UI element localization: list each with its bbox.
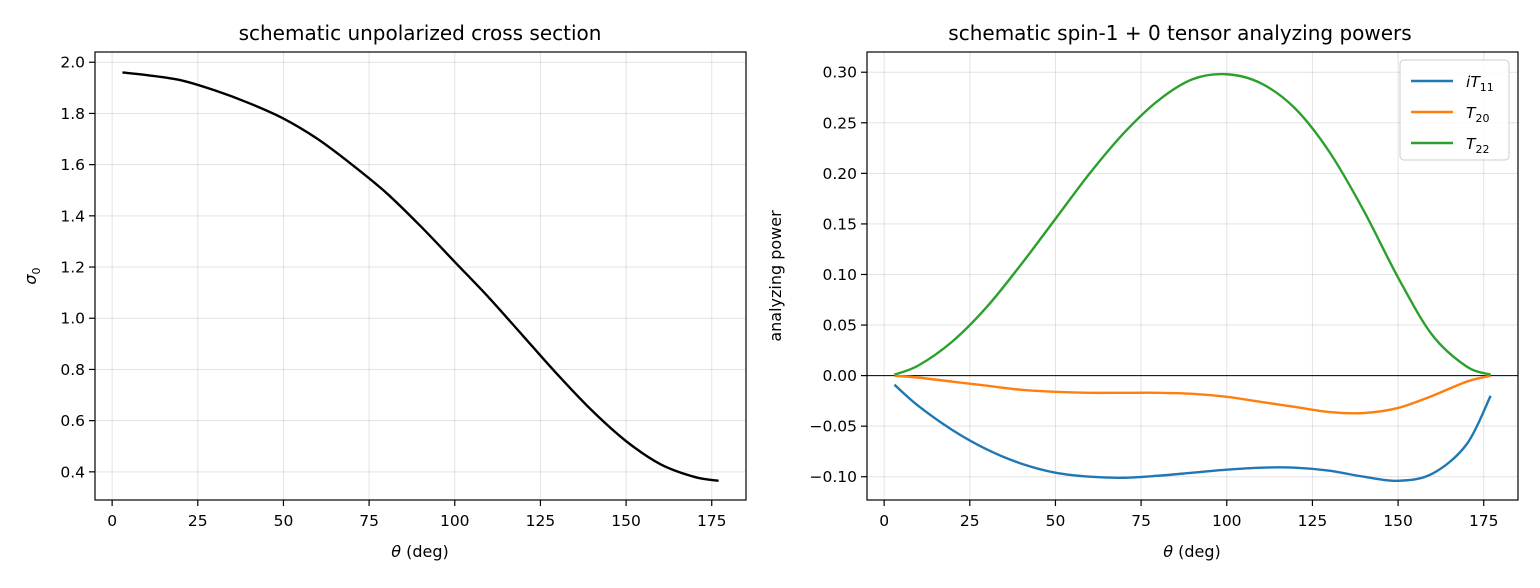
x-tick-label: 25 xyxy=(960,512,980,530)
x-axis-unit: (deg) xyxy=(1173,542,1221,561)
x-tick-label: 150 xyxy=(1383,512,1413,530)
x-tick-label: 0 xyxy=(879,512,889,530)
x-tick-label: 50 xyxy=(274,512,294,530)
series-line-t22 xyxy=(893,72,1491,376)
cross-section-x-axis-label: θ (deg) xyxy=(391,542,449,561)
cross-section-plot-frame xyxy=(94,51,747,501)
y-tick-label: −0.05 xyxy=(810,418,858,436)
y-tick-label: 0.00 xyxy=(822,367,857,385)
cross-section-panel: schematic unpolarized cross section 0 25 5… xyxy=(21,21,747,561)
x-tick-label: 100 xyxy=(440,512,470,530)
legend-label-it11: iT11 xyxy=(1466,73,1494,94)
analyzing-power-plot-frame xyxy=(866,51,1519,501)
legend-prefix: i xyxy=(1466,73,1471,91)
x-tick-label: 175 xyxy=(1469,512,1499,530)
y-axis-subscript: 0 xyxy=(30,267,43,274)
y-tick-label: 0.30 xyxy=(822,64,857,82)
x-tick-label: 0 xyxy=(107,512,117,530)
legend-box xyxy=(1399,59,1510,161)
x-tick-label: 125 xyxy=(526,512,556,530)
legend-subscript: 22 xyxy=(1475,143,1489,156)
analyzing-power-y-axis-label: analyzing power xyxy=(766,210,785,342)
y-tick-label: −0.10 xyxy=(810,468,858,486)
x-tick-label: 75 xyxy=(1131,512,1151,530)
legend-main: T xyxy=(1466,104,1477,122)
cross-section-y-axis-label: σ0 xyxy=(21,267,43,284)
cross-section-title: schematic unpolarized cross section xyxy=(239,21,602,45)
x-axis-variable: θ xyxy=(1163,542,1173,561)
series-line-t20 xyxy=(894,374,1491,415)
cross-section-line xyxy=(122,71,719,482)
legend-label-t20: T20 xyxy=(1466,104,1489,125)
legend-subscript: 20 xyxy=(1475,112,1489,125)
cross-section-grid xyxy=(95,52,746,500)
y-tick-label: 0.25 xyxy=(822,114,857,132)
y-tick-label: 1.0 xyxy=(60,310,85,328)
legend-subscript: 11 xyxy=(1480,81,1494,94)
cross-section-series xyxy=(122,71,719,482)
x-tick-label: 125 xyxy=(1298,512,1328,530)
series-line-it11 xyxy=(893,383,1492,483)
y-axis-variable: σ xyxy=(21,274,40,285)
y-tick-label: 0.4 xyxy=(60,463,85,481)
y-tick-label: 0.8 xyxy=(60,361,85,379)
y-tick-label: 0.15 xyxy=(822,215,857,233)
x-tick-label: 100 xyxy=(1212,512,1242,530)
legend: iT11 T20 T22 xyxy=(1399,59,1510,161)
cross-section-ticks: 0 25 50 75 100 125 150 175 0.4 0.6 0.8 1.0 1.2 1.4 1.6… xyxy=(60,54,726,530)
y-tick-label: 1.6 xyxy=(60,156,85,174)
x-axis-unit: (deg) xyxy=(401,542,449,561)
x-tick-label: 75 xyxy=(359,512,379,530)
y-tick-label: 2.0 xyxy=(60,54,85,72)
y-tick-label: 1.2 xyxy=(60,259,85,277)
analyzing-power-title: schematic spin-1 + 0 tensor analyzing po… xyxy=(948,21,1411,45)
legend-label-t22: T22 xyxy=(1466,135,1489,156)
y-tick-label: 0.10 xyxy=(822,266,857,284)
y-tick-label: 0.05 xyxy=(822,317,857,335)
legend-main: T xyxy=(1470,73,1481,91)
y-tick-label: 0.20 xyxy=(822,165,857,183)
x-tick-label: 25 xyxy=(188,512,208,530)
x-tick-label: 50 xyxy=(1046,512,1066,530)
analyzing-power-panel: schematic spin-1 + 0 tensor analyzing po… xyxy=(766,21,1519,561)
analyzing-power-ticks: 0 25 50 75 100 125 150 175 −0.10 −0.05 0.00 0.05 0.1… xyxy=(810,64,1499,530)
analyzing-power-x-axis-label: θ (deg) xyxy=(1163,542,1221,561)
analyzing-power-series xyxy=(893,72,1492,483)
y-tick-label: 0.6 xyxy=(60,412,85,430)
y-tick-label: 1.4 xyxy=(60,207,85,225)
x-axis-variable: θ xyxy=(391,542,401,561)
x-tick-label: 150 xyxy=(611,512,641,530)
y-tick-label: 1.8 xyxy=(60,105,85,123)
legend-main: T xyxy=(1466,135,1477,153)
x-tick-label: 175 xyxy=(697,512,727,530)
